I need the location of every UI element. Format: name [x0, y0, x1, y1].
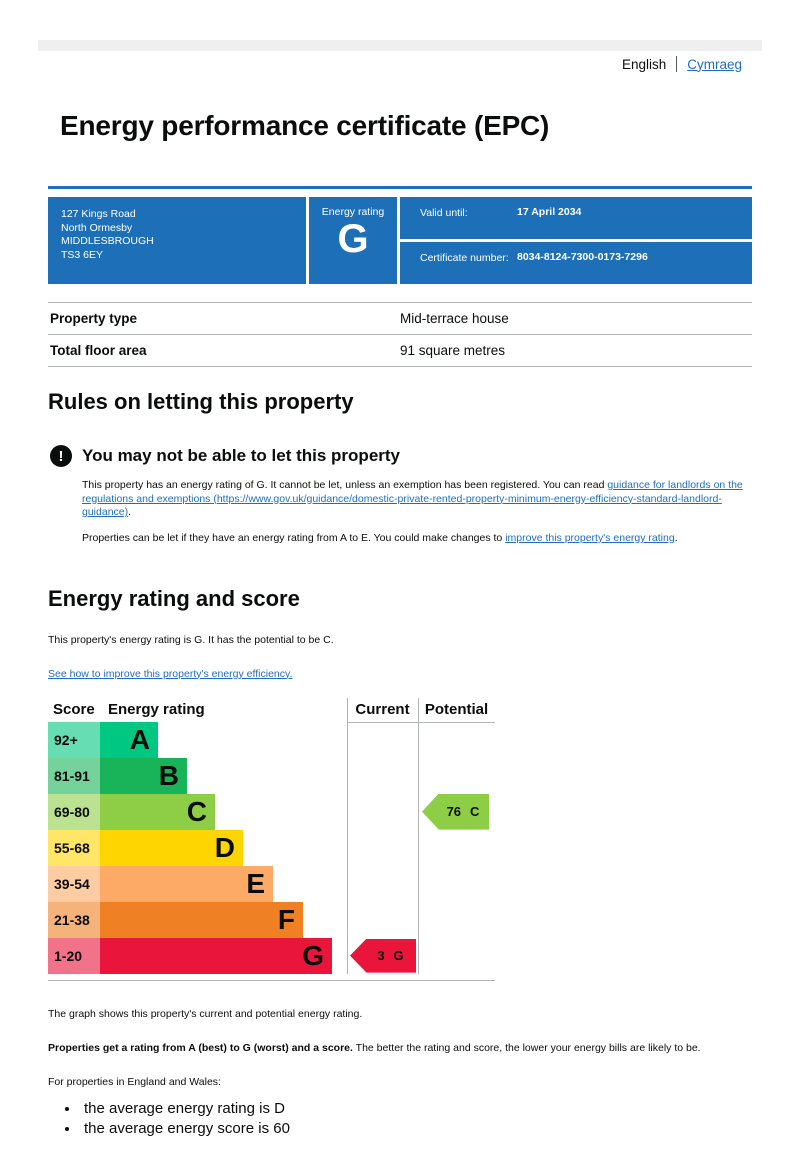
warning-para1-text: This property has an energy rating of G.…: [82, 479, 608, 491]
band-a-score-range: 92+: [48, 721, 100, 758]
warning-para2-text: Properties can be let if they have an en…: [82, 531, 506, 544]
page-title: Energy performance certificate (EPC): [60, 110, 550, 141]
property-type-label: Property type: [50, 311, 138, 326]
language-separator: [676, 56, 678, 72]
band-c-score-range: 69-80: [48, 793, 100, 830]
band-d-bar: D: [100, 829, 243, 866]
current-rating-arrow: 3 G: [350, 938, 416, 973]
address-line-1: 127 Kings Road: [61, 208, 136, 220]
band-e-bar: E: [100, 865, 273, 902]
exclamation-icon: !: [50, 445, 72, 467]
chart-header-current: Current: [355, 700, 410, 718]
rating-score-heading: Energy rating and score: [48, 585, 300, 611]
band-d-score-range: 55-68: [48, 829, 100, 866]
certificate-number-value: 8034-8124-7300-0173-7296: [517, 251, 648, 263]
address-line-2: North Ormesby: [61, 221, 133, 234]
band-f-bar: F: [100, 901, 303, 938]
certificate-number-label: Certificate number:: [420, 252, 509, 264]
table-row-property-type: Property type Mid-terrace house: [48, 303, 752, 335]
warning-body: This property has an energy rating of G.…: [82, 479, 746, 546]
average-ratings-list: the average energy rating is D the avera…: [66, 1100, 800, 1138]
band-row-f: 21-38 F: [48, 901, 332, 938]
warning-para1-period: .: [128, 506, 132, 519]
chart-header-underline: [347, 721, 495, 723]
language-switcher: English Cymraeg: [48, 56, 742, 72]
property-summary-table: Property type Mid-terrace house Total fl…: [48, 302, 752, 367]
letting-rules-heading: Rules on letting this property: [48, 389, 354, 414]
rating-explanation: Properties get a rating from A (best) to…: [48, 1042, 708, 1054]
band-e-score-range: 39-54: [48, 865, 100, 902]
list-item-average-rating: the average energy rating is D: [80, 1100, 800, 1117]
certificate-summary-box: 127 Kings Road North Ormesby MIDDLESBROU…: [48, 197, 752, 284]
current-letter: G: [393, 948, 404, 964]
potential-letter: C: [470, 804, 480, 820]
chart-bottom-line: [48, 979, 495, 981]
band-c-bar: C: [100, 793, 215, 830]
graph-caption: The graph shows this property's current …: [48, 1007, 363, 1020]
chart-divider-current: [347, 697, 348, 974]
improve-efficiency-paragraph: See how to improve this property's energ…: [48, 668, 708, 680]
warning-para2-period: .: [674, 531, 678, 544]
chart-header-rating: Energy rating: [108, 700, 205, 718]
warning-paragraph-1: This property has an energy rating of G.…: [82, 479, 746, 520]
band-f-score-range: 21-38: [48, 901, 100, 938]
list-item-average-score: the average energy score is 60: [80, 1120, 800, 1137]
chart-divider-potential: [418, 697, 419, 974]
floor-area-label: Total floor area: [50, 343, 147, 358]
address-line-3: MIDDLESBROUGH: [61, 235, 154, 248]
warning-paragraph-2: Properties can be let if they have an en…: [82, 532, 746, 546]
band-row-g: 1-20 G: [48, 937, 332, 974]
certificate-details: Valid until: 17 April 2034 Certificate n…: [400, 197, 752, 284]
energy-rating-value: G: [337, 217, 369, 261]
energy-rating-cell: Energy rating G: [309, 197, 397, 284]
potential-score: 76: [446, 804, 462, 820]
blue-divider: [48, 186, 752, 189]
rating-intro-text: This property's energy rating is G. It h…: [48, 633, 334, 646]
epc-rating-chart: Score Energy rating Current Potential 92…: [48, 697, 495, 982]
band-g-bar: G: [100, 937, 332, 974]
valid-until-row: Valid until: 17 April 2034: [400, 197, 752, 239]
certificate-number-row: Certificate number: 8034-8124-7300-0173-…: [400, 242, 752, 284]
table-row-floor-area: Total floor area 91 square metres: [48, 335, 752, 367]
band-row-e: 39-54 E: [48, 865, 332, 902]
energy-rating-label: Energy rating: [321, 206, 385, 218]
band-row-a: 92+ A: [48, 721, 332, 758]
warning-title: You may not be able to let this property: [82, 446, 401, 465]
band-b-score-range: 81-91: [48, 757, 100, 794]
band-row-c: 69-80 C: [48, 793, 332, 830]
property-type-value: Mid-terrace house: [400, 311, 509, 326]
improve-efficiency-link[interactable]: See how to improve this property's energ…: [48, 667, 293, 680]
floor-area-value: 91 square metres: [400, 343, 506, 358]
language-link-cymraeg[interactable]: Cymraeg: [687, 56, 742, 72]
chart-header-potential: Potential: [424, 700, 489, 718]
warning-header: ! You may not be able to let this proper…: [50, 445, 750, 467]
improve-rating-link[interactable]: improve this property's energy rating: [505, 531, 675, 544]
rating-explanation-bold: Properties get a rating from A (best) to…: [48, 1041, 353, 1054]
rating-explanation-rest: The better the rating and score, the low…: [352, 1041, 701, 1054]
potential-rating-arrow: 76 C: [422, 793, 489, 830]
letting-warning: ! You may not be able to let this proper…: [50, 445, 750, 546]
property-address: 127 Kings Road North Ormesby MIDDLESBROU…: [48, 197, 306, 284]
valid-until-value: 17 April 2034: [517, 206, 582, 218]
current-score: 3: [377, 948, 385, 964]
landlord-guidance-link[interactable]: guidance for landlords on the regulation…: [82, 479, 743, 519]
band-a-bar: A: [100, 721, 158, 758]
band-b-bar: B: [100, 757, 187, 794]
band-row-b: 81-91 B: [48, 757, 332, 794]
band-row-d: 55-68 D: [48, 829, 332, 866]
band-g-score-range: 1-20: [48, 937, 100, 974]
address-line-4: TS3 6EY: [61, 248, 104, 261]
valid-until-label: Valid until:: [420, 207, 468, 219]
region-intro: For properties in England and Wales:: [48, 1075, 221, 1088]
language-current: English: [621, 56, 667, 72]
rating-bands: 92+ A 81-91 B 69-80 C 55-68 D 39-54 E 21…: [48, 721, 332, 974]
top-grey-bar: [38, 40, 762, 51]
chart-header-score: Score: [53, 700, 95, 718]
